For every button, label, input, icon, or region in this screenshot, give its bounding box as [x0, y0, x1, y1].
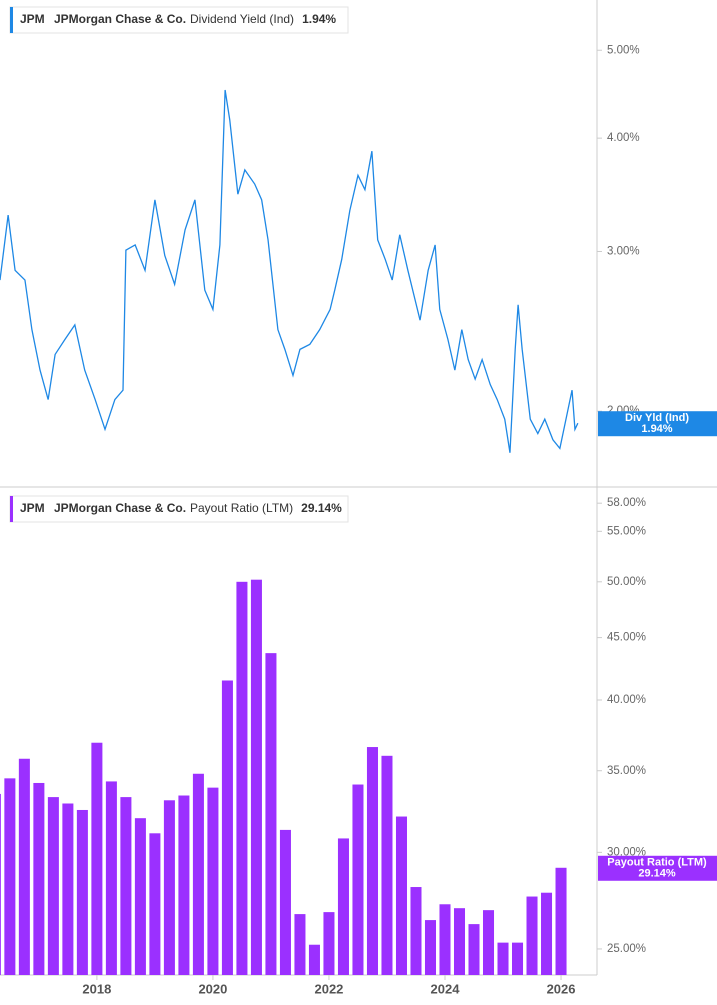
y-tick-label: 3.00% — [607, 246, 640, 258]
value-tag-value: 1.94% — [641, 423, 672, 435]
bar — [120, 797, 132, 975]
plot-area — [0, 89, 579, 453]
legend-value: 29.14% — [301, 501, 342, 515]
y-tick-label: 5.00% — [607, 44, 640, 56]
bar — [0, 793, 1, 975]
bar — [163, 800, 175, 975]
bar — [395, 816, 407, 975]
legend-ticker: JPM — [20, 12, 45, 26]
bar — [555, 867, 567, 975]
x-tick-label: 2024 — [431, 981, 461, 996]
y-tick-label: 30.00% — [607, 846, 646, 858]
bar — [105, 781, 117, 975]
bar — [352, 784, 364, 975]
bar — [192, 773, 204, 975]
y-tick-label: 25.00% — [607, 943, 646, 955]
y-tick-label: 40.00% — [607, 694, 646, 706]
bar — [337, 838, 349, 975]
bar — [453, 908, 466, 975]
bar — [4, 778, 16, 975]
bar — [410, 887, 422, 975]
legend-company: JPMorgan Chase & Co. — [54, 501, 186, 515]
bar — [250, 579, 262, 975]
x-tick-label: 2018 — [82, 981, 111, 996]
legend-series: Dividend Yield (Ind) — [190, 12, 294, 26]
y-tick-label: 35.00% — [607, 765, 646, 777]
bar — [18, 758, 30, 975]
value-tag — [598, 855, 717, 881]
value-tag-value: 29.14% — [638, 868, 676, 880]
bar — [62, 803, 74, 975]
legend-box — [9, 495, 349, 523]
value-tag-label: Payout Ratio (LTM) — [607, 857, 707, 869]
bar — [33, 782, 45, 975]
bar — [76, 809, 88, 975]
bar — [47, 797, 59, 975]
data-line — [0, 89, 579, 453]
bar — [134, 818, 146, 975]
value-tag-label: Div Yld (Ind) — [625, 412, 689, 424]
bar — [381, 755, 393, 975]
bar — [308, 944, 320, 975]
legend-swatch — [10, 496, 13, 522]
plot-area — [0, 579, 567, 975]
y-tick-label: 4.00% — [607, 132, 640, 144]
bar — [512, 942, 524, 975]
legend-box — [9, 6, 349, 34]
y-tick-label: 58.00% — [607, 497, 646, 509]
bar — [366, 747, 378, 975]
x-tick-label: 2026 — [547, 981, 576, 996]
legend-company: JPMorgan Chase & Co. — [54, 12, 186, 26]
bar — [236, 581, 248, 975]
bar — [424, 920, 437, 975]
y-tick-label: 45.00% — [607, 632, 646, 644]
bar — [207, 787, 219, 975]
bar — [149, 833, 161, 975]
bar — [482, 910, 495, 975]
value-tag — [598, 411, 717, 437]
bar — [468, 924, 480, 975]
bar — [91, 742, 103, 975]
bar — [178, 795, 190, 975]
bar — [221, 680, 233, 975]
bar — [265, 653, 277, 975]
y-tick-label: 55.00% — [607, 525, 646, 537]
y-tick-label: 50.00% — [607, 576, 646, 588]
legend-value: 1.94% — [302, 12, 336, 26]
bar — [323, 912, 335, 975]
bar — [526, 896, 538, 975]
bar — [497, 942, 509, 975]
bar — [439, 904, 451, 975]
bar — [294, 914, 306, 975]
x-tick-label: 2022 — [314, 981, 343, 996]
bar — [279, 829, 291, 975]
x-tick-label: 2020 — [198, 981, 227, 996]
bar — [541, 892, 553, 975]
legend-swatch — [10, 7, 13, 33]
legend-series: Payout Ratio (LTM) — [190, 501, 293, 515]
legend-ticker: JPM — [20, 501, 45, 515]
